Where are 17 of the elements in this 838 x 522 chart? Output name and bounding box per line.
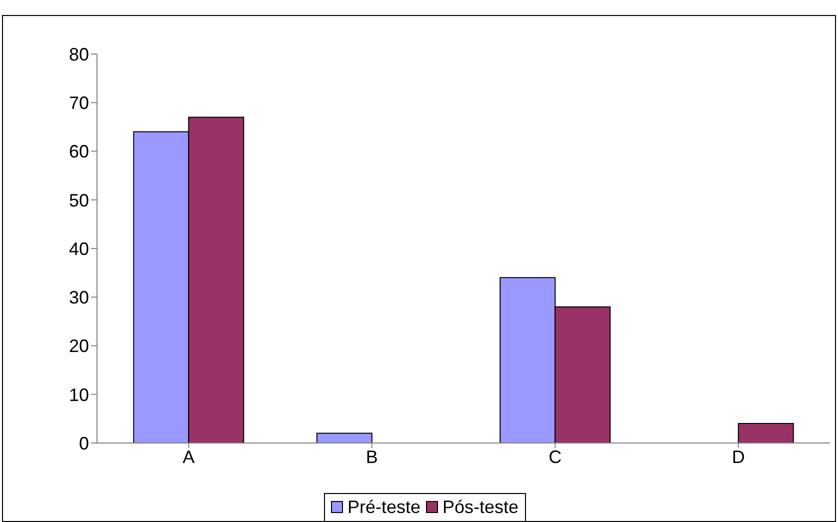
x-tick-label: A: [182, 446, 195, 467]
y-tick-label: 70: [68, 93, 89, 114]
y-tick-label: 10: [68, 384, 89, 405]
x-tick-label: B: [366, 446, 378, 467]
y-tick-label: 20: [68, 336, 89, 356]
y-tick-label: 40: [68, 238, 89, 259]
y-tick-label: 50: [68, 190, 89, 210]
x-tick-label: C: [548, 446, 562, 467]
bar: [316, 432, 372, 443]
y-tick-label: 30: [68, 288, 89, 308]
y-tick-label: 60: [68, 142, 89, 162]
y-tick-label: 0: [78, 433, 89, 454]
x-tick-label: D: [732, 446, 745, 467]
legend-label: Pré-teste: [346, 497, 420, 517]
y-tick-label: 80: [68, 44, 89, 64]
bar: [738, 423, 794, 443]
legend-label: Pós-teste: [441, 497, 519, 517]
